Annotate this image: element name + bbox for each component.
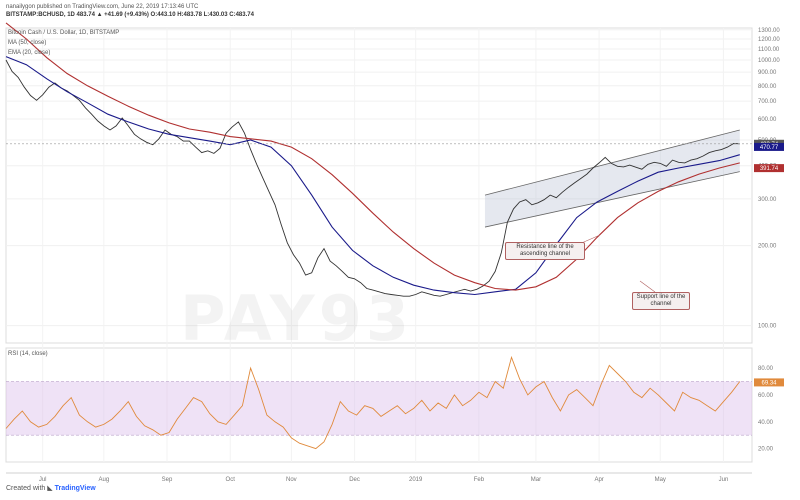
time-tick-label: Jul (39, 477, 47, 483)
support-line (484, 171, 740, 228)
price-tick-label: 800.00 (758, 84, 777, 90)
ema20-price-label-box (754, 142, 784, 151)
support-annotation: Support line of the channel (632, 292, 690, 310)
rsi-tick-label: 80.00 (758, 366, 774, 372)
symbol-ohlc: BITSTAMP:BCHUSD, 1D 483.74 ▲ +41.69 (+9.… (6, 12, 254, 18)
price-tick-label: 1300.00 (758, 28, 780, 34)
time-tick-label: Nov (286, 477, 297, 483)
price-tick-label: 900.00 (758, 70, 777, 76)
time-tick-label: Apr (594, 477, 603, 483)
price-tick-label: 100.00 (758, 324, 777, 330)
chart-title: Bitcoin Cash / U.S. Dollar, 1D, BITSTAMP (8, 30, 120, 36)
tradingview-logo-icon: ◣ (47, 485, 53, 492)
footer-prefix: Created with (6, 485, 46, 492)
rsi-pane-frame (5, 347, 753, 463)
rsi-tick-label: 40.00 (758, 420, 774, 426)
rsi-title: RSI (14, close) (8, 351, 48, 357)
price-tick-label: 300.00 (758, 197, 777, 203)
watermark: PAY93 (180, 282, 413, 355)
time-tick-label: Feb (474, 477, 485, 483)
time-tick-label: Aug (98, 477, 109, 483)
time-tick-label: Oct (226, 477, 236, 483)
time-tick-label: May (655, 477, 666, 483)
publish-info: nanailygon published on TradingView.com,… (6, 4, 199, 10)
time-tick-label: 2019 (409, 477, 423, 483)
price-tick-label: 1000.00 (758, 58, 780, 64)
rsi-band (6, 381, 752, 436)
price-pane-frame (5, 27, 753, 344)
time-tick-label: Sep (162, 477, 173, 483)
price-tick-label: 600.00 (758, 117, 777, 123)
ema20-line (5, 56, 740, 296)
rsi-tick-label: 60.00 (758, 393, 774, 399)
ascending-channel-fill (484, 130, 740, 228)
time-tick-label: Mar (531, 477, 541, 483)
indicator-ma: MA (50, close) (8, 40, 47, 46)
price-line (5, 59, 740, 297)
time-tick-label: Dec (349, 477, 360, 483)
resistance-annotation: Resistance line of the ascending channel (505, 242, 585, 260)
price-tick-label: 1200.00 (758, 37, 780, 43)
ma50-line (5, 22, 740, 291)
price-tick-label: 1100.00 (758, 47, 780, 53)
ema20-price-label: 470.77 (760, 145, 779, 151)
footer: Created with ◣ TradingView (6, 484, 96, 492)
rsi-line (5, 355, 741, 450)
footer-brand[interactable]: TradingView (54, 485, 96, 492)
rsi-last-box (754, 378, 784, 387)
rsi-last-label: 69.34 (761, 380, 777, 386)
indicator-ema: EMA (20, close) (8, 50, 51, 56)
ma50-price-label-box (754, 164, 784, 173)
rsi-tick-label: 20.00 (758, 447, 774, 453)
price-tick-label: 200.00 (758, 244, 777, 250)
time-tick-label: Jun (719, 477, 729, 483)
support-connector (639, 280, 656, 293)
price-tick-label: 700.00 (758, 99, 777, 105)
ma50-price-label: 391.74 (760, 166, 779, 172)
resistance-line (484, 129, 740, 196)
